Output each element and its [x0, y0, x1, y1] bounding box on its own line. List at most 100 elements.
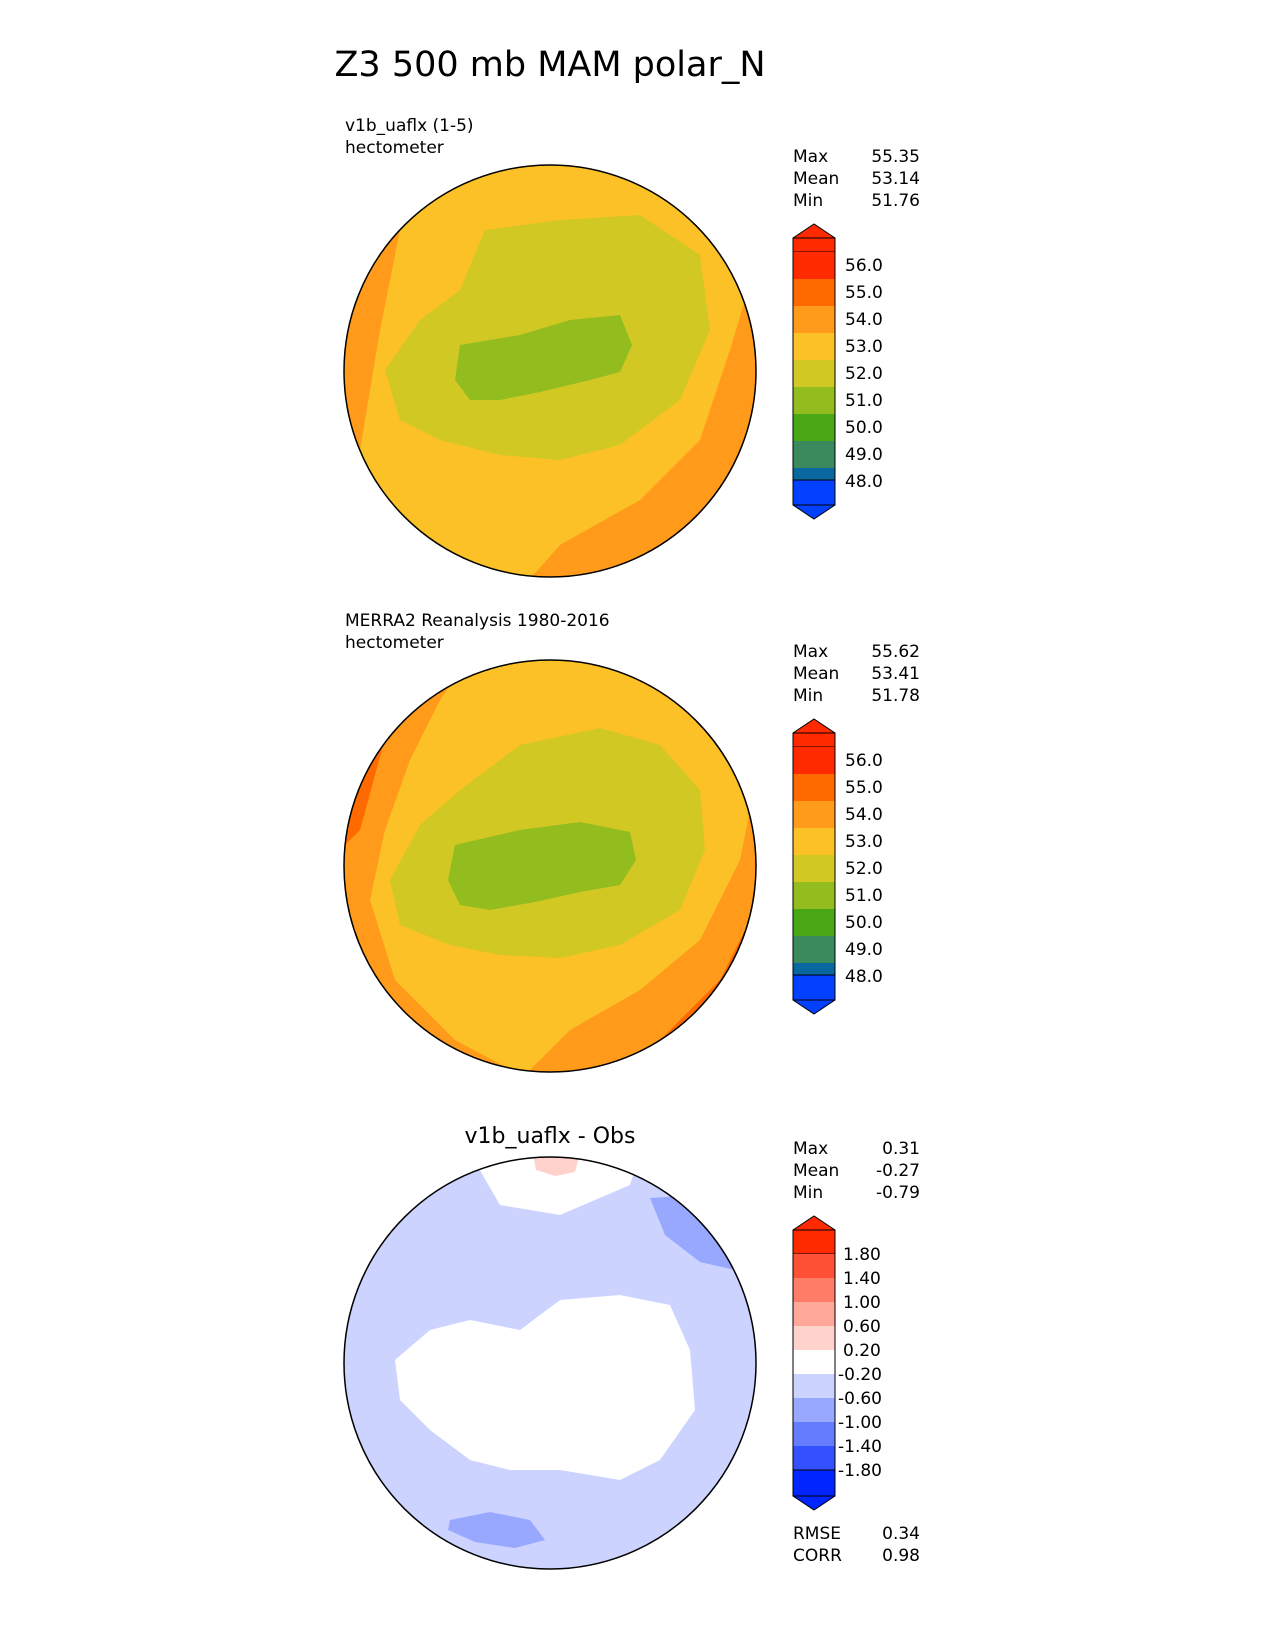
colorbar-tick: 49.0	[845, 445, 883, 465]
stat-max-label: Max	[793, 642, 828, 662]
colorbar-bin	[793, 252, 835, 279]
field-white-north	[470, 1157, 640, 1215]
panel-diff: v1b_uaflx - Obs Max 0.31 Mean -0.27 Min …	[343, 1124, 920, 1570]
colorbar-bin	[793, 1422, 835, 1446]
colorbar-bin	[793, 468, 835, 480]
panel-model: v1b_uaflx (1-5) hectometer Max 55.35 Mea…	[343, 116, 920, 578]
stat-max-label: Max	[793, 147, 828, 167]
metric-rmse-label: RMSE	[793, 1524, 841, 1544]
colorbar-tick: 1.80	[843, 1245, 881, 1265]
field-positive-patch	[533, 1157, 580, 1176]
colorbar-tick: 1.00	[843, 1293, 881, 1313]
stat-mean-label: Mean	[793, 1161, 839, 1181]
panel-diff-stats: Max 0.31 Mean -0.27 Min -0.79	[793, 1139, 920, 1203]
colorbar-tick: 53.0	[845, 832, 883, 852]
panel-obs: MERRA2 Reanalysis 1980-2016 hectometer M…	[343, 611, 920, 1073]
colorbar-tick: 54.0	[845, 310, 883, 330]
colorbar-tick: 55.0	[845, 283, 883, 303]
stat-mean-value: 53.14	[871, 169, 920, 189]
stat-mean-label: Mean	[793, 169, 839, 189]
colorbar-tick: 51.0	[845, 391, 883, 411]
colorbar-bin	[793, 1302, 835, 1326]
metric-corr-value: 0.98	[882, 1546, 920, 1566]
stat-mean-value: -0.27	[876, 1161, 920, 1181]
stat-min-value: 51.76	[871, 191, 920, 211]
colorbar-tick: 49.0	[845, 940, 883, 960]
panel-model-units: hectometer	[345, 138, 444, 158]
stat-min-label: Min	[793, 1183, 823, 1203]
colorbar-tick: 54.0	[845, 805, 883, 825]
colorbar-bin	[793, 414, 835, 441]
colorbar-bin	[793, 882, 835, 909]
colorbar-tick: 48.0	[845, 472, 883, 492]
panel-model-title: v1b_uaflx (1-5)	[345, 116, 474, 136]
panel-diff-boundary	[343, 1156, 757, 1570]
colorbar-tick: -0.20	[838, 1365, 882, 1385]
panel-model-map	[344, 165, 756, 577]
panel-obs-map	[344, 660, 756, 1072]
stat-min-label: Min	[793, 686, 823, 706]
colorbar-tick: 1.40	[843, 1269, 881, 1289]
colorbar-tick: 52.0	[845, 364, 883, 384]
colorbar-bin	[793, 1254, 835, 1278]
colorbar-bin	[793, 963, 835, 975]
colorbar-bin	[793, 333, 835, 360]
colorbar-bin	[793, 1278, 835, 1302]
colorbar-tick: 56.0	[845, 751, 883, 771]
figure-title: Z3 500 mb MAM polar_N	[334, 45, 765, 85]
metric-rmse-value: 0.34	[882, 1524, 920, 1544]
field-band-orange	[344, 165, 500, 577]
field-band-orange-se	[520, 250, 756, 577]
colorbar-tick: -1.40	[838, 1437, 882, 1457]
colorbar-tick: 52.0	[845, 859, 883, 879]
colorbar-bin	[793, 387, 835, 414]
colorbar-tick: 55.0	[845, 778, 883, 798]
colorbar-tick: 50.0	[845, 418, 883, 438]
colorbar-bin	[793, 1398, 835, 1422]
colorbar-bin	[793, 828, 835, 855]
colorbar-tick: 56.0	[845, 256, 883, 276]
colorbar-cap-top	[792, 1215, 836, 1255]
field-negative-sw	[448, 1512, 545, 1548]
stat-min-value: -0.79	[876, 1183, 920, 1203]
panel-diff-map	[344, 1157, 756, 1569]
panel-obs-boundary	[343, 659, 757, 1073]
panel-diff-metrics: RMSE 0.34 CORR 0.98	[793, 1524, 920, 1566]
colorbar-tick: -0.60	[838, 1389, 882, 1409]
panel-model-stats: Max 55.35 Mean 53.14 Min 51.76	[793, 147, 920, 211]
colorbar-bin	[793, 909, 835, 936]
panel-obs-units: hectometer	[345, 633, 444, 653]
field-vortex-core	[448, 822, 636, 910]
colorbar-bin	[793, 747, 835, 774]
panel-obs-colorbar: 56.0 55.0 54.0 53.0 52.0 51.0 50.0 49.0 …	[792, 718, 883, 1015]
colorbar-bin	[793, 801, 835, 828]
colorbar-bin	[793, 1326, 835, 1350]
colorbar-tick: 0.60	[843, 1317, 881, 1337]
colorbar-tick: 51.0	[845, 886, 883, 906]
colorbar-bin	[793, 1374, 835, 1398]
panel-diff-colorbar: 1.80 1.40 1.00 0.60 0.20 -0.20 -0.60 -1.…	[792, 1215, 882, 1511]
colorbar-bin	[793, 936, 835, 963]
colorbar-tick: 48.0	[845, 967, 883, 987]
colorbar-bin	[793, 1350, 835, 1374]
colorbar-tick: 0.20	[843, 1341, 881, 1361]
colorbar-bin	[793, 1446, 835, 1470]
colorbar-tick: 53.0	[845, 337, 883, 357]
stat-max-label: Max	[793, 1139, 828, 1159]
field-band-orange	[344, 660, 530, 1072]
colorbar-bin	[793, 360, 835, 387]
colorbar-cap-bottom	[792, 479, 836, 520]
panel-diff-title: v1b_uaflx - Obs	[465, 1124, 636, 1149]
stat-min-label: Min	[793, 191, 823, 211]
colorbar-cap-bottom	[792, 1469, 836, 1511]
colorbar-bin	[793, 306, 835, 333]
panel-obs-title: MERRA2 Reanalysis 1980-2016	[345, 611, 610, 631]
stat-max-value: 55.62	[871, 642, 920, 662]
stat-mean-value: 53.41	[871, 664, 920, 684]
colorbar-tick: 50.0	[845, 913, 883, 933]
colorbar-bin	[793, 774, 835, 801]
colorbar-tick: -1.00	[838, 1413, 882, 1433]
stat-min-value: 51.78	[871, 686, 920, 706]
metric-corr-label: CORR	[793, 1546, 842, 1566]
